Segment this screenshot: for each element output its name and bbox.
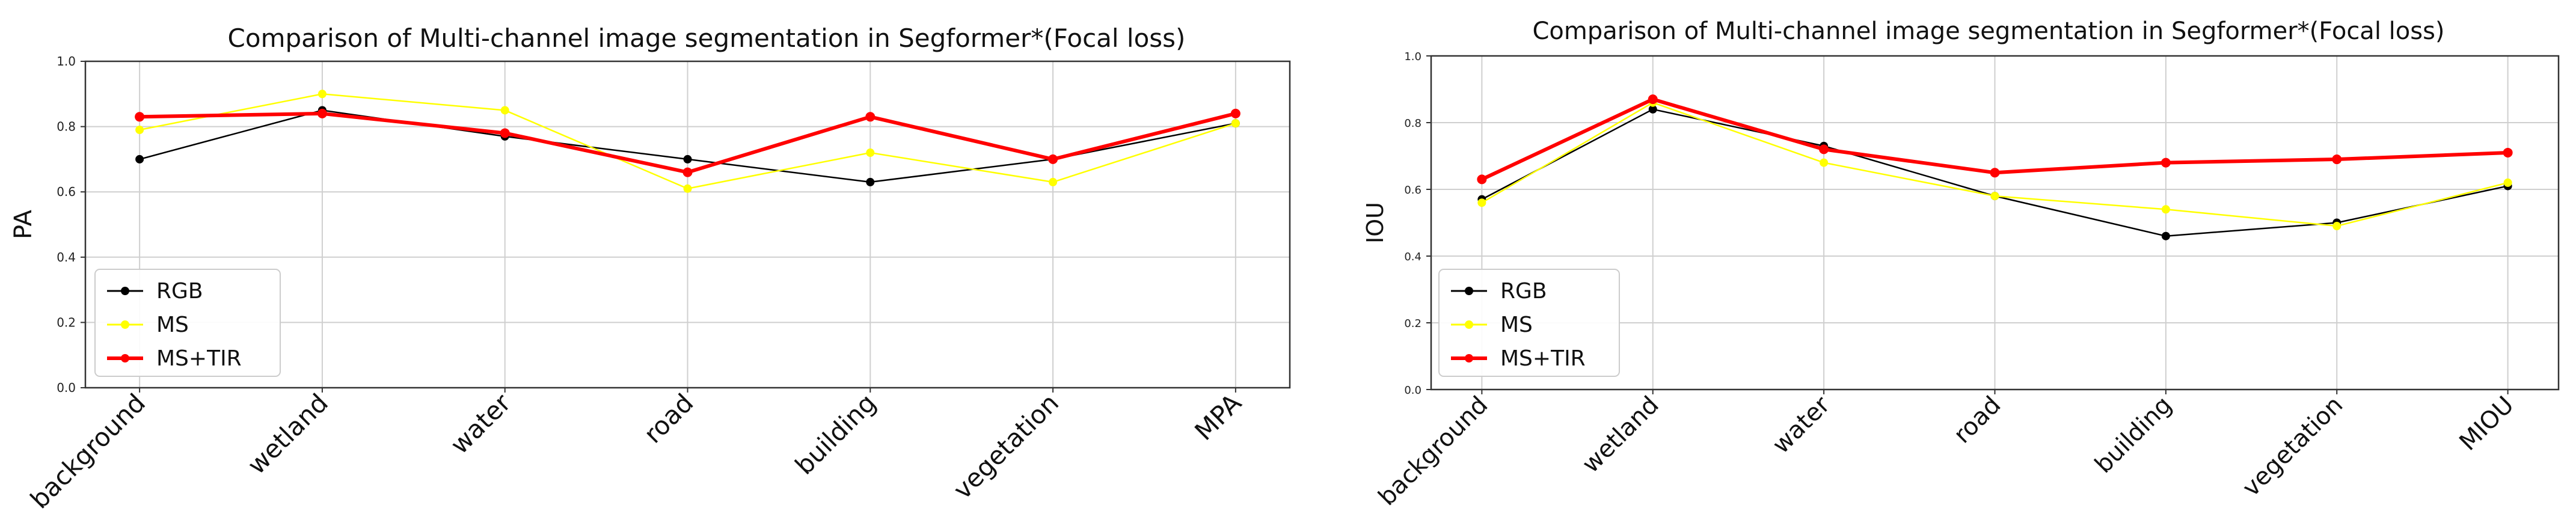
data-point xyxy=(2332,154,2342,165)
data-point xyxy=(2161,205,2170,214)
x-tick-label: background xyxy=(25,388,151,514)
data-point xyxy=(866,148,875,157)
y-tick-label: 0.6 xyxy=(57,185,76,199)
chart-title: Comparison of Multi-channel image segmen… xyxy=(228,23,1186,53)
legend-label: MS+TIR xyxy=(1500,346,1586,371)
legend-box xyxy=(1438,269,1620,377)
data-point xyxy=(2503,147,2513,157)
data-point xyxy=(1648,94,1658,105)
legend-box xyxy=(94,269,281,377)
data-point xyxy=(2503,178,2512,187)
data-point xyxy=(135,126,144,135)
y-tick-label: 0.2 xyxy=(57,315,76,329)
x-tick-label: background xyxy=(1373,391,1494,512)
data-point xyxy=(865,112,876,122)
data-point xyxy=(1477,198,1486,207)
y-axis-label: IOU xyxy=(1362,202,1388,243)
y-tick-label: 1.0 xyxy=(57,54,76,69)
x-tick-label: building xyxy=(2090,391,2177,479)
x-tick-label: MPA xyxy=(1189,388,1247,446)
data-point xyxy=(1820,158,1829,167)
chart-1: 0.0 0.2 0.4 0.6 0.8 1.0 background wetland water… xyxy=(10,23,1291,515)
legend-swatch-marker xyxy=(1465,287,1473,295)
data-point xyxy=(682,167,693,177)
x-tick-label: water xyxy=(1767,391,1836,459)
x-tick-label: MIOU xyxy=(2454,391,2519,456)
data-point xyxy=(1648,105,1657,114)
x-tick-label: road xyxy=(638,388,699,448)
data-point xyxy=(2332,222,2341,231)
data-point xyxy=(1231,119,1240,128)
legend-label: MS xyxy=(1500,313,1533,337)
data-point xyxy=(1230,108,1240,118)
x-tick-label: wetland xyxy=(242,388,334,480)
legend-label: RGB xyxy=(156,279,203,304)
data-point xyxy=(1048,154,1058,164)
legend-label: MS+TIR xyxy=(156,346,242,371)
data-point xyxy=(2161,231,2170,240)
data-point xyxy=(1990,192,1999,201)
y-tick-label: 0.8 xyxy=(1404,117,1421,130)
x-tick-label: wetland xyxy=(1577,391,1664,478)
data-point xyxy=(1819,144,1829,154)
x-tick-label: road xyxy=(1948,391,2006,449)
data-point xyxy=(1049,177,1058,186)
y-tick-label: 0.0 xyxy=(57,381,76,395)
data-point xyxy=(866,177,875,186)
legend-swatch-marker xyxy=(1465,354,1473,362)
data-point xyxy=(1477,174,1487,185)
y-tick-label: 0.0 xyxy=(1404,384,1421,397)
data-point xyxy=(1990,168,2000,178)
chart-title: Comparison of Multi-channel image segmen… xyxy=(1532,17,2444,45)
legend-swatch-marker xyxy=(121,320,129,329)
legend-swatch-marker xyxy=(1465,320,1473,329)
data-point xyxy=(135,154,144,164)
chart-2: 0.0 0.2 0.4 0.6 0.8 1.0 background wetland water… xyxy=(1362,17,2560,512)
x-tick-label: building xyxy=(790,388,882,480)
y-axis-label: PA xyxy=(10,209,37,239)
legend: RGB MS MS+TIR xyxy=(94,269,281,377)
y-tick-label: 0.4 xyxy=(57,250,76,264)
y-tick-label: 1.0 xyxy=(1404,50,1421,63)
data-point xyxy=(2160,157,2171,168)
legend-label: MS xyxy=(156,313,189,337)
data-point xyxy=(683,154,692,164)
data-point xyxy=(317,90,327,99)
x-tick-label: vegetation xyxy=(2237,391,2349,503)
data-point xyxy=(683,184,692,193)
y-tick-label: 0.2 xyxy=(1404,317,1421,330)
data-point xyxy=(135,112,145,122)
y-tick-label: 0.8 xyxy=(57,120,76,134)
data-point xyxy=(500,128,510,138)
data-point xyxy=(500,106,509,115)
y-tick-label: 0.4 xyxy=(1404,251,1421,263)
x-tick-label: water xyxy=(445,388,517,460)
x-tick-label: vegetation xyxy=(948,388,1064,504)
y-tick-label: 0.6 xyxy=(1404,184,1421,197)
legend-swatch-marker xyxy=(121,354,129,362)
legend-label: RGB xyxy=(1500,279,1547,304)
legend-swatch-marker xyxy=(121,287,129,295)
data-point xyxy=(317,108,327,118)
legend: RGB MS MS+TIR xyxy=(1438,269,1620,377)
